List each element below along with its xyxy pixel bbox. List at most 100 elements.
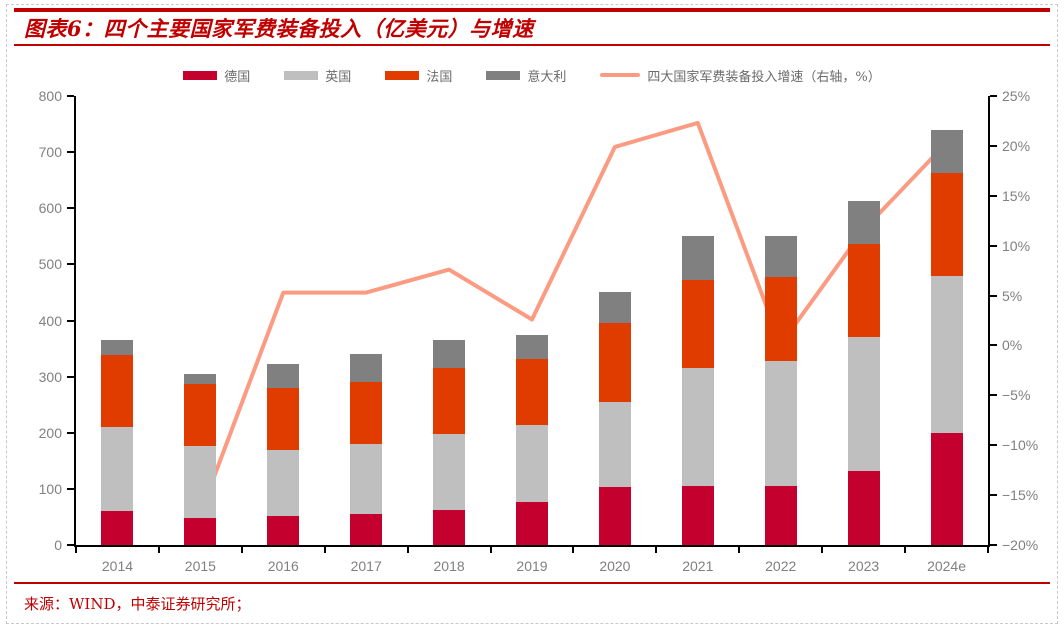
x-axis-tick-label: 2022	[765, 558, 797, 574]
bar-segment[interactable]	[516, 425, 548, 502]
bar-segment[interactable]	[101, 510, 134, 545]
x-axis-tick	[987, 547, 989, 553]
bar-segment[interactable]	[101, 340, 134, 355]
left-axis-tick-label: 0	[54, 537, 62, 553]
bar-segment[interactable]	[184, 518, 217, 545]
legend-item-label: 意大利	[527, 69, 567, 85]
right-axis-tick	[990, 544, 997, 546]
source-note: 来源：WIND，中泰证券研究所；	[24, 595, 251, 613]
bar-segment[interactable]	[764, 276, 797, 361]
bar-segment[interactable]	[930, 433, 963, 545]
bar-segment[interactable]	[847, 470, 880, 545]
bar-segment[interactable]	[764, 235, 797, 277]
left-axis-tick	[67, 319, 74, 322]
bar-segment[interactable]	[681, 236, 714, 280]
bar-segment[interactable]	[433, 340, 466, 368]
right-axis-tick-label: 5%	[1002, 287, 1023, 304]
x-axis-tick-label: 2018	[433, 558, 465, 574]
left-axis-tick	[67, 544, 74, 546]
bar-segment[interactable]	[764, 360, 797, 486]
x-axis-tick	[655, 547, 658, 553]
bar-group[interactable]	[930, 96, 963, 545]
bar-segment[interactable]	[930, 172, 963, 276]
bar-segment[interactable]	[598, 323, 631, 402]
bar-segment[interactable]	[681, 368, 714, 487]
bar-segment[interactable]	[433, 367, 466, 434]
bar-segment[interactable]	[930, 129, 963, 173]
left-axis-tick	[67, 95, 74, 97]
bar-segment[interactable]	[516, 501, 548, 545]
left-axis-line	[74, 96, 76, 545]
title-divider	[14, 44, 1050, 46]
bar-group[interactable]	[598, 96, 631, 545]
bar-segment[interactable]	[267, 388, 300, 450]
bar-group[interactable]	[681, 96, 714, 545]
legend-item[interactable]: 德国	[183, 66, 250, 85]
chart-legend: 德国 英国 法国 意大利 四大国家军费装备投入增速（右轴，%）	[0, 62, 1064, 88]
bar-segment[interactable]	[516, 358, 548, 426]
bar-segment[interactable]	[516, 335, 548, 359]
bar-group[interactable]	[184, 96, 217, 545]
legend-line-marker	[600, 73, 641, 77]
growth-line-path	[198, 120, 949, 516]
bar-segment[interactable]	[681, 486, 714, 545]
left-axis-tick	[67, 263, 74, 266]
legend-item-label: 德国	[224, 69, 251, 85]
x-axis-tick-label: 2021	[682, 558, 714, 574]
bar-segment[interactable]	[184, 446, 217, 519]
x-axis-tick	[323, 547, 326, 553]
bar-segment[interactable]	[847, 337, 880, 471]
bar-segment[interactable]	[598, 292, 631, 324]
x-axis-tick	[904, 547, 907, 553]
bar-segment[interactable]	[598, 486, 631, 545]
right-axis-tick-label: −15%	[1002, 487, 1039, 504]
bar-group[interactable]	[267, 96, 300, 545]
legend-item[interactable]: 四大国家军费装备投入增速（右轴，%）	[600, 66, 881, 85]
legend-item[interactable]: 法国	[385, 66, 452, 85]
right-axis-tick	[990, 444, 997, 447]
x-axis-tick	[572, 547, 575, 553]
bar-segment[interactable]	[350, 514, 383, 545]
bar-segment[interactable]	[930, 275, 963, 434]
bar-segment[interactable]	[847, 243, 880, 338]
bar-segment[interactable]	[847, 200, 880, 244]
right-axis-tick-label: 0%	[1002, 337, 1023, 354]
bar-group[interactable]	[350, 96, 383, 545]
bar-segment[interactable]	[101, 427, 134, 511]
bar-segment[interactable]	[764, 485, 797, 545]
bar-segment[interactable]	[598, 401, 631, 487]
bar-segment[interactable]	[267, 515, 300, 545]
x-axis-tick	[738, 547, 741, 553]
left-axis-tick-label: 800	[38, 88, 62, 104]
bar-group[interactable]	[764, 96, 797, 545]
left-axis-tick	[67, 207, 74, 210]
bar-segment[interactable]	[350, 443, 383, 515]
bar-segment[interactable]	[350, 354, 383, 382]
bar-group[interactable]	[847, 96, 880, 545]
bar-segment[interactable]	[101, 354, 134, 428]
right-axis-tick	[990, 294, 997, 297]
right-axis-tick-label: −20%	[1002, 537, 1039, 553]
x-axis-tick	[821, 547, 824, 553]
left-axis-tick	[67, 151, 74, 154]
bar-group[interactable]	[101, 96, 134, 545]
right-axis-tick	[990, 244, 997, 247]
right-axis-tick	[990, 194, 997, 197]
left-axis-tick-label: 600	[38, 200, 62, 217]
bar-group[interactable]	[516, 96, 548, 545]
bar-segment[interactable]	[184, 384, 217, 447]
x-axis-tick-label: 2016	[267, 558, 299, 574]
legend-item[interactable]: 意大利	[486, 66, 566, 85]
legend-item[interactable]: 英国	[284, 66, 351, 85]
bar-segment[interactable]	[184, 373, 217, 385]
bar-segment[interactable]	[433, 510, 466, 545]
bar-segment[interactable]	[267, 364, 300, 389]
x-axis-tick	[157, 547, 160, 553]
bar-segment[interactable]	[350, 381, 383, 444]
bar-group[interactable]	[433, 96, 466, 545]
plot-area: 0 100 200 300 400 500 600 700 800 −20% −15% −10% −5%…	[39, 89, 1039, 573]
left-axis-tick-label: 700	[38, 144, 62, 161]
bar-segment[interactable]	[681, 279, 714, 369]
bar-segment[interactable]	[267, 449, 300, 516]
bar-segment[interactable]	[433, 433, 466, 511]
